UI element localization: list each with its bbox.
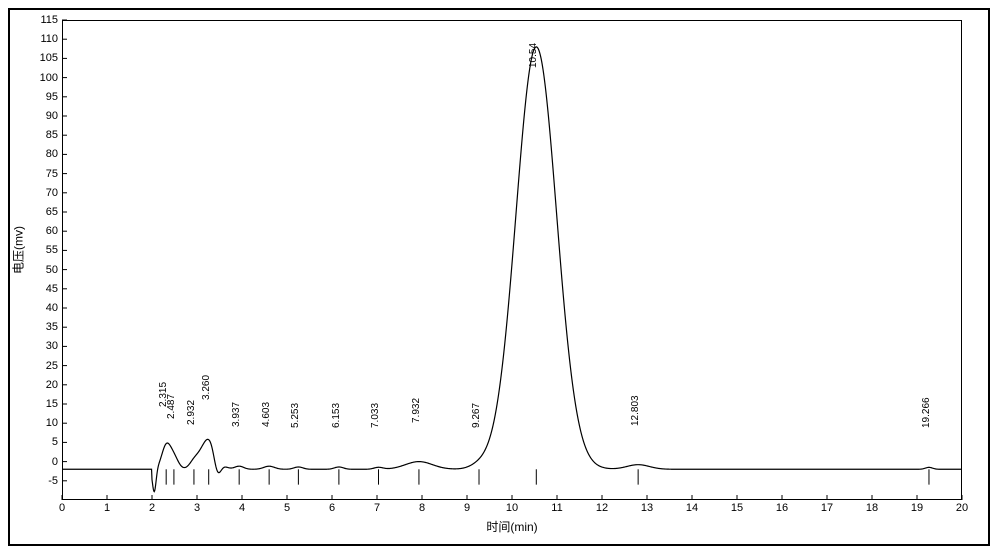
y-tick-label: 25 bbox=[28, 360, 58, 372]
y-tick-label: 80 bbox=[28, 148, 58, 160]
y-tick-label: -5 bbox=[28, 475, 58, 487]
peak-label: 6.153 bbox=[331, 403, 342, 428]
y-tick-label: 35 bbox=[28, 321, 58, 333]
y-tick-label: 5 bbox=[28, 436, 58, 448]
peak-label: 7.033 bbox=[370, 403, 381, 428]
y-tick-label: 85 bbox=[28, 129, 58, 141]
x-tick-label: 15 bbox=[731, 502, 743, 514]
plot-border bbox=[62, 20, 962, 500]
x-tick-label: 10 bbox=[506, 502, 518, 514]
x-tick-label: 20 bbox=[956, 502, 968, 514]
peak-label: 3.260 bbox=[201, 375, 212, 400]
x-tick-label: 8 bbox=[419, 502, 425, 514]
x-tick-label: 5 bbox=[284, 502, 290, 514]
x-tick-label: 9 bbox=[464, 502, 470, 514]
x-tick-label: 18 bbox=[866, 502, 878, 514]
y-tick-label: 110 bbox=[28, 33, 58, 45]
y-tick-label: 65 bbox=[28, 206, 58, 218]
peak-label: 19.266 bbox=[921, 398, 932, 429]
y-tick-label: 100 bbox=[28, 72, 58, 84]
y-tick-label: 20 bbox=[28, 379, 58, 391]
y-tick-label: 30 bbox=[28, 340, 58, 352]
peak-label: 12.803 bbox=[630, 395, 641, 426]
x-tick-label: 6 bbox=[329, 502, 335, 514]
x-tick-label: 13 bbox=[641, 502, 653, 514]
x-tick-label: 12 bbox=[596, 502, 608, 514]
x-tick-label: 16 bbox=[776, 502, 788, 514]
x-tick-label: 4 bbox=[239, 502, 245, 514]
y-tick-label: 115 bbox=[28, 14, 58, 26]
x-tick-label: 14 bbox=[686, 502, 698, 514]
y-tick-label: 15 bbox=[28, 398, 58, 410]
y-tick-label: 60 bbox=[28, 225, 58, 237]
peak-label: 9.267 bbox=[471, 403, 482, 428]
y-tick-label: 75 bbox=[28, 168, 58, 180]
peak-label: 2.487 bbox=[166, 394, 177, 419]
peak-label: 10.54 bbox=[528, 43, 539, 68]
x-tick-label: 1 bbox=[104, 502, 110, 514]
x-tick-label: 3 bbox=[194, 502, 200, 514]
y-tick-label: 95 bbox=[28, 91, 58, 103]
x-tick-label: 2 bbox=[149, 502, 155, 514]
y-tick-label: 55 bbox=[28, 244, 58, 256]
y-tick-label: 90 bbox=[28, 110, 58, 122]
peak-label: 4.603 bbox=[261, 402, 272, 427]
y-tick-label: 10 bbox=[28, 417, 58, 429]
y-tick-label: 0 bbox=[28, 456, 58, 468]
x-tick-label: 0 bbox=[59, 502, 65, 514]
x-tick-label: 17 bbox=[821, 502, 833, 514]
x-axis-label: 时间(min) bbox=[62, 518, 962, 535]
y-tick-label: 45 bbox=[28, 283, 58, 295]
peak-label: 7.932 bbox=[411, 398, 422, 423]
y-tick-label: 105 bbox=[28, 52, 58, 64]
y-axis-label: 电压(mv) bbox=[10, 226, 27, 274]
peak-label: 2.932 bbox=[186, 400, 197, 425]
x-tick-label: 7 bbox=[374, 502, 380, 514]
x-tick-label: 11 bbox=[551, 502, 562, 514]
peak-label: 5.253 bbox=[290, 403, 301, 428]
y-tick-label: 40 bbox=[28, 302, 58, 314]
y-tick-label: 70 bbox=[28, 187, 58, 199]
peak-label: 3.937 bbox=[231, 402, 242, 427]
x-tick-label: 19 bbox=[911, 502, 923, 514]
y-tick-label: 50 bbox=[28, 264, 58, 276]
plot-area bbox=[62, 20, 962, 500]
